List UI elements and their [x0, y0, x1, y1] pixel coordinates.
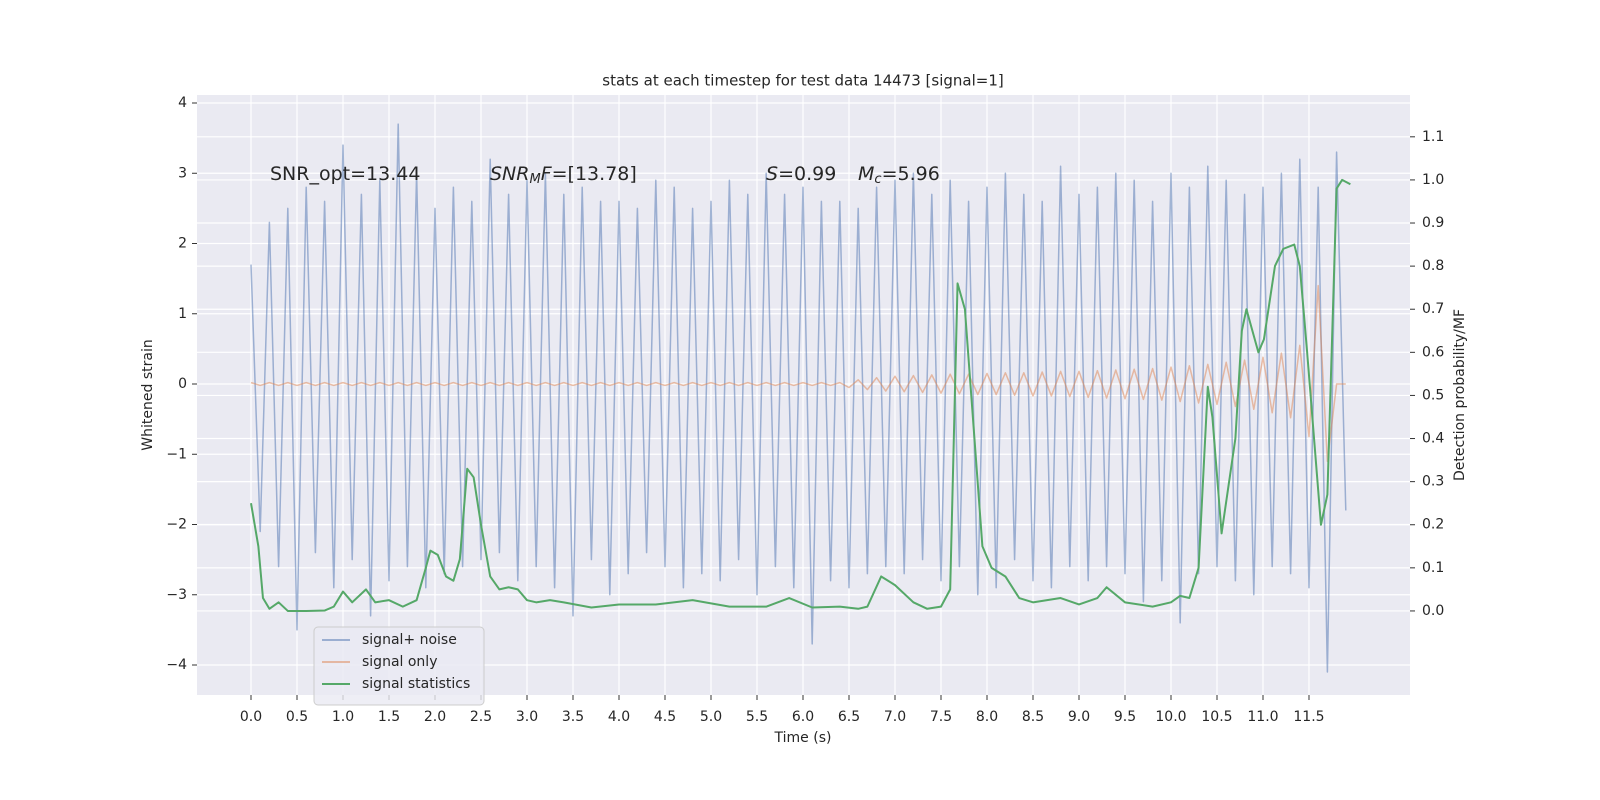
y2-tick-label: 0.9 [1422, 215, 1444, 231]
x-axis-label: Time (s) [774, 730, 832, 746]
x-tick-label: 9.0 [1068, 709, 1090, 725]
legend-label: signal statistics [362, 676, 470, 692]
series-line [250, 284, 1346, 463]
x-tick-label: 3.5 [562, 709, 584, 725]
y2-tick-label: 0.1 [1422, 560, 1444, 576]
x-tick-label: 4.0 [608, 709, 630, 725]
annotation-part: SNR [490, 163, 529, 185]
y-tick-label: 2 [178, 236, 187, 252]
x-tick-label: 9.5 [1114, 709, 1136, 725]
annotation-part: F [541, 163, 553, 185]
annotation: S=0.99 [766, 163, 836, 185]
x-tick-label: 0.5 [286, 709, 308, 725]
x-tick-label: 8.5 [1022, 709, 1044, 725]
y-tick-label: 0 [178, 376, 187, 392]
x-tick-label: 5.0 [700, 709, 722, 725]
y2-tick-label: 0.8 [1422, 258, 1444, 274]
annotation-part: =[13.78] [552, 163, 637, 185]
y-tick-label: 4 [178, 95, 187, 111]
annotation-part: SNR_opt=13.44 [270, 163, 420, 185]
x-tick-label: 2.5 [470, 709, 492, 725]
x-tick-label: 5.5 [746, 709, 768, 725]
annotation-part: c [874, 172, 881, 187]
y2-tick-label: 1.1 [1422, 129, 1444, 145]
x-tick-label: 10.0 [1155, 709, 1186, 725]
legend-label: signal only [362, 654, 437, 670]
x-tick-label: 11.0 [1247, 709, 1278, 725]
annotation-part: =0.99 [778, 163, 836, 185]
legend: signal+ noise signal only signal statistic… [313, 626, 485, 706]
y2-tick-label: 0.4 [1422, 431, 1444, 447]
y2-tick-label: 0.0 [1422, 603, 1444, 619]
legend-label: signal+ noise [362, 632, 457, 648]
annotation: Mc=5.96 [858, 163, 940, 187]
annotation-part: =5.96 [882, 163, 940, 185]
y-tick-label: −4 [166, 657, 187, 673]
x-tick-label: 1.5 [378, 709, 400, 725]
y-tick-label: 3 [178, 165, 187, 181]
y2-tick-label: 1.0 [1422, 172, 1444, 188]
series-line [250, 178, 1351, 612]
chart-title: stats at each timestep for test data 144… [602, 72, 1003, 90]
x-tick-label: 0.0 [240, 709, 262, 725]
series-line [250, 123, 1347, 673]
y-tick-label: −3 [166, 587, 187, 603]
y2-tick-label: 0.5 [1422, 387, 1444, 403]
y2-tick-label: 0.2 [1422, 517, 1444, 533]
annotation-part: M [529, 172, 540, 187]
x-tick-label: 8.0 [976, 709, 998, 725]
x-tick-label: 7.0 [884, 709, 906, 725]
y-tick-label: 1 [178, 306, 187, 322]
x-tick-label: 10.5 [1201, 709, 1232, 725]
x-tick-label: 6.5 [838, 709, 860, 725]
x-tick-label: 11.5 [1293, 709, 1324, 725]
y-tick-label: −2 [166, 517, 187, 533]
y-axis-label: Whitened strain [140, 339, 156, 450]
y-tick-label: −1 [166, 446, 187, 462]
annotation-part: M [858, 163, 874, 185]
y2-tick-label: 0.7 [1422, 301, 1444, 317]
annotation: SNR_opt=13.44 [270, 163, 420, 185]
annotation: SNRMF=[13.78] [490, 163, 637, 187]
x-tick-label: 1.0 [332, 709, 354, 725]
x-tick-label: 2.0 [424, 709, 446, 725]
annotation-part: S [766, 163, 778, 185]
x-tick-label: 7.5 [930, 709, 952, 725]
legend-box [313, 626, 485, 706]
x-tick-label: 3.0 [516, 709, 538, 725]
y2-axis-label: Detection probability/MF [1452, 309, 1468, 481]
x-tick-label: 6.0 [792, 709, 814, 725]
y2-tick-label: 0.6 [1422, 344, 1444, 360]
y2-tick-label: 0.3 [1422, 474, 1444, 490]
x-tick-label: 4.5 [654, 709, 676, 725]
